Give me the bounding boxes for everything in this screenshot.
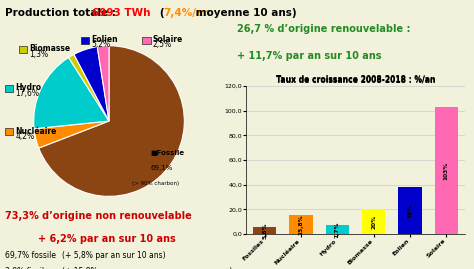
Text: + 11,7% par an sur 10 ans: + 11,7% par an sur 10 ans <box>237 51 382 61</box>
Bar <box>289 215 313 234</box>
Text: (+ 5,8% par an sur 10 ans): (+ 5,8% par an sur 10 ans) <box>62 251 165 260</box>
Text: 20%: 20% <box>371 215 376 229</box>
Text: (+ 15,8% par an: (+ 15,8% par an <box>62 267 125 269</box>
Text: 7,4%/an: 7,4%/an <box>164 8 211 18</box>
Text: 69,7% fossile: 69,7% fossile <box>5 251 56 260</box>
Text: + 6,2% par an sur 10 ans: + 6,2% par an sur 10 ans <box>38 234 176 244</box>
Wedge shape <box>39 46 184 196</box>
Text: 38%: 38% <box>408 203 412 218</box>
Text: 7,7%: 7,7% <box>335 221 340 238</box>
Wedge shape <box>34 58 109 129</box>
Bar <box>326 225 349 234</box>
Text: 1,3%: 1,3% <box>29 50 48 59</box>
Text: 2,5%: 2,5% <box>153 40 172 49</box>
Text: 4,2%: 4,2% <box>15 132 34 141</box>
Text: Solaire: Solaire <box>153 35 183 44</box>
Text: Taux de croissance 2008-2018 : %/an: Taux de croissance 2008-2018 : %/an <box>276 75 435 84</box>
Wedge shape <box>97 46 109 121</box>
Text: (: ( <box>149 8 165 18</box>
Text: (> 90% charbon): (> 90% charbon) <box>132 181 179 186</box>
Text: Biomasse: Biomasse <box>29 44 71 54</box>
Text: ――――――――― ): ――――――――― ) <box>156 267 233 269</box>
Bar <box>398 187 422 234</box>
Text: Nucléaire: Nucléaire <box>15 126 56 136</box>
Text: moyenne 10 ans): moyenne 10 ans) <box>192 8 297 18</box>
Text: 5,8%: 5,8% <box>262 222 267 239</box>
Bar <box>253 227 276 234</box>
Text: 103%: 103% <box>444 161 449 180</box>
Text: 17,6%: 17,6% <box>15 89 39 98</box>
Text: ■Fossile: ■Fossile <box>150 150 184 156</box>
Wedge shape <box>69 54 109 121</box>
Text: 73,3% d’origine non renouvelable: 73,3% d’origine non renouvelable <box>5 211 191 221</box>
Text: 5,2%: 5,2% <box>91 40 110 49</box>
Text: Production totale :: Production totale : <box>5 8 119 18</box>
Wedge shape <box>34 121 109 148</box>
Text: Hydro: Hydro <box>15 83 41 93</box>
Bar <box>435 107 458 234</box>
Text: 26,7 % d’origine renouvelable :: 26,7 % d’origine renouvelable : <box>237 24 410 34</box>
Wedge shape <box>74 47 109 121</box>
Text: 15,8%: 15,8% <box>299 214 303 235</box>
Bar <box>362 209 385 234</box>
Text: Eolien: Eolien <box>91 35 118 44</box>
Text: 3,9% fissile: 3,9% fissile <box>5 267 48 269</box>
Title: Taux de croissance 2008-2018 : %/an: Taux de croissance 2008-2018 : %/an <box>276 75 435 84</box>
Text: 69,1%: 69,1% <box>150 165 173 171</box>
Text: 6993 TWh: 6993 TWh <box>92 8 151 18</box>
